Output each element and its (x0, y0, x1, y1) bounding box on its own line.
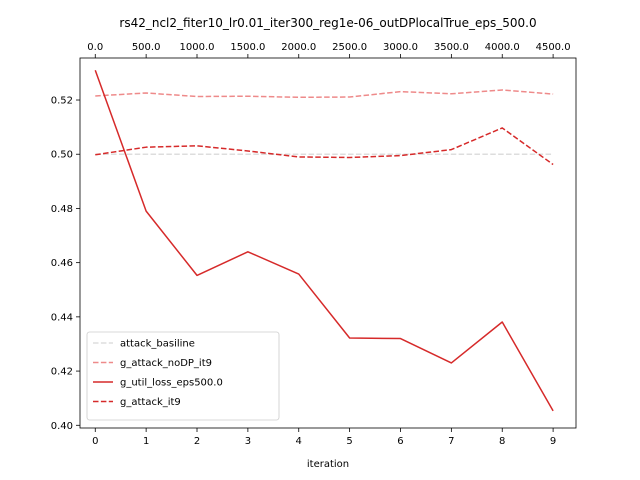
x-tick-label: 1 (143, 436, 149, 447)
top-x-tick-label: 4000.0 (485, 42, 520, 53)
top-x-tick-label: 2500.0 (332, 42, 367, 53)
top-x-axis: 0.0 500.0 1000.0 1500.0 2000.0 2500.0 3000.0 35… (87, 42, 571, 58)
top-x-tick-label: 0.0 (87, 42, 103, 53)
chart-title: rs42_ncl2_fiter10_lr0.01_iter300_reg1e-0… (119, 16, 536, 30)
x-tick-label: 3 (245, 436, 251, 447)
y-tick-label: 0.48 (51, 204, 73, 215)
x-tick-label: 8 (499, 436, 505, 447)
top-x-tick-label: 1500.0 (230, 42, 265, 53)
top-x-tick-label: 2000.0 (281, 42, 316, 53)
legend-label: g_attack_noDP_it9 (120, 358, 212, 369)
legend-box (86, 331, 280, 421)
top-x-tick-label: 500.0 (132, 42, 161, 53)
series-line-g-attack-it9 (95, 127, 554, 166)
top-x-tick-label: 4500.0 (536, 42, 571, 53)
series-layer (94, 69, 554, 412)
legend-label: g_util_loss_eps500.0 (120, 378, 223, 389)
plot-area-frame (79, 57, 577, 429)
x-tick-label: 4 (296, 436, 302, 447)
bottom-x-axis: 0 1 2 3 4 5 6 7 8 9 (92, 428, 556, 447)
top-x-tick-label: 3000.0 (383, 42, 418, 53)
x-tick-label: 0 (92, 436, 98, 447)
y-tick-label: 0.46 (51, 258, 73, 269)
y-axis: 0.40 0.42 0.44 0.46 0.48 0.50 0.52 (51, 96, 80, 432)
series-line-g-attack-nodp-it9 (95, 89, 554, 99)
x-tick-label: 7 (448, 436, 454, 447)
y-tick-label: 0.42 (51, 367, 73, 378)
series-line-g-util-loss-eps500-0 (94, 69, 554, 412)
y-tick-label: 0.52 (51, 96, 73, 107)
x-tick-label: 5 (346, 436, 352, 447)
x-tick-label: 9 (550, 436, 556, 447)
x-axis-label: iteration (307, 459, 349, 470)
legend: attack_basiline g_attack_noDP_it9 g_util_l… (86, 331, 280, 421)
top-x-tick-label: 1000.0 (180, 42, 215, 53)
x-tick-label: 2 (194, 436, 200, 447)
legend-label: attack_basiline (120, 339, 195, 350)
x-tick-label: 6 (397, 436, 403, 447)
legend-label: g_attack_it9 (120, 397, 181, 408)
top-x-tick-label: 3500.0 (434, 42, 469, 53)
y-tick-label: 0.40 (51, 421, 73, 432)
y-tick-label: 0.44 (51, 312, 73, 323)
y-tick-label: 0.50 (51, 150, 73, 161)
